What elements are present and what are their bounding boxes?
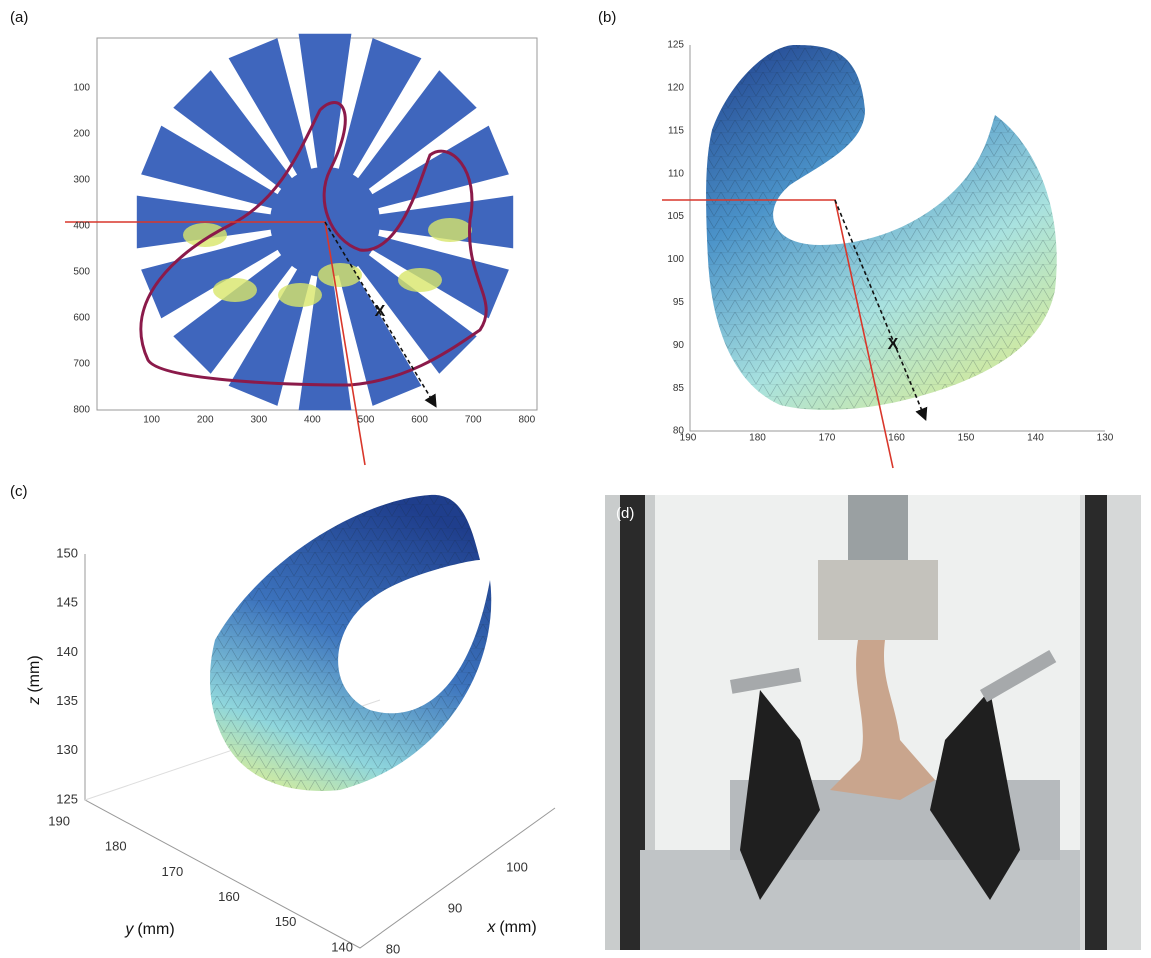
tick-label: 130 bbox=[1097, 433, 1114, 444]
tick-label: 170 bbox=[819, 433, 836, 444]
axis-unit: (mm) bbox=[499, 919, 536, 936]
tick-label: 200 bbox=[73, 129, 90, 140]
marker: X bbox=[375, 303, 386, 320]
mesh-grid bbox=[210, 495, 491, 791]
tick-label: 300 bbox=[250, 415, 267, 426]
axis-var: z bbox=[26, 697, 43, 706]
hot-spot bbox=[398, 268, 442, 292]
hot-spot bbox=[318, 263, 362, 287]
tick-label: 300 bbox=[73, 175, 90, 186]
tick-label: 140 bbox=[331, 939, 353, 954]
tick-label: 115 bbox=[668, 125, 684, 136]
figure: (a) X (b) X (c) z(mm) y(mm) x(mm) (d) 10… bbox=[0, 0, 1151, 958]
axis-title: z (mm) bbox=[26, 655, 43, 705]
mesh-grid bbox=[706, 45, 1057, 410]
tick-label: 150 bbox=[958, 433, 975, 444]
tick-label: 85 bbox=[673, 383, 685, 394]
hot-spot bbox=[278, 283, 322, 307]
tick-label: 100 bbox=[506, 859, 528, 874]
panel-label: (c) bbox=[10, 483, 28, 500]
tick-label: 180 bbox=[749, 433, 766, 444]
tick-label: 100 bbox=[143, 415, 160, 426]
axis-unit: (mm) bbox=[26, 655, 43, 692]
tick-label: 140 bbox=[1027, 433, 1044, 444]
tick-label: 130 bbox=[56, 742, 78, 757]
tick-label: 100 bbox=[667, 254, 684, 265]
tick-label: 800 bbox=[518, 415, 535, 426]
tick-label: 125 bbox=[667, 40, 684, 51]
tick-label: 100 bbox=[73, 83, 90, 94]
hot-spot bbox=[183, 223, 227, 247]
tick-label: 90 bbox=[673, 340, 685, 351]
axis-var: y bbox=[124, 921, 134, 938]
panel-label: (b) bbox=[598, 9, 616, 26]
tick-label: 700 bbox=[465, 415, 482, 426]
tick-label: 150 bbox=[56, 545, 78, 560]
axis-title: y(mm) bbox=[124, 921, 174, 938]
tick-label: 140 bbox=[56, 644, 78, 659]
axis-title: x(mm) bbox=[486, 919, 536, 936]
marker: X bbox=[888, 336, 899, 353]
panel-label: (a) bbox=[10, 9, 28, 26]
tick-label: 500 bbox=[73, 267, 90, 278]
photo bbox=[605, 495, 1141, 950]
tick-label: 200 bbox=[197, 415, 214, 426]
tick-label: 400 bbox=[73, 221, 90, 232]
tick-label: 170 bbox=[161, 864, 183, 879]
tick-label: 80 bbox=[386, 941, 400, 956]
panel-label: (d) bbox=[616, 505, 634, 522]
tick-label: 500 bbox=[358, 415, 375, 426]
tick-label: 135 bbox=[56, 693, 78, 708]
axis-var: x bbox=[486, 919, 496, 936]
tick-label: 110 bbox=[668, 168, 684, 179]
tick-label: 145 bbox=[56, 595, 78, 610]
tick-label: 400 bbox=[304, 415, 321, 426]
tick-label: 150 bbox=[275, 914, 297, 929]
tick-label: 600 bbox=[73, 313, 90, 324]
tick-label: 95 bbox=[673, 297, 685, 308]
tick-label: 700 bbox=[73, 359, 90, 370]
tick-label: 120 bbox=[667, 83, 684, 94]
tick-label: 190 bbox=[48, 813, 70, 828]
axis-unit: (mm) bbox=[137, 921, 174, 938]
tick-label: 180 bbox=[105, 839, 127, 854]
tick-label: 90 bbox=[448, 900, 462, 915]
tick-label: 800 bbox=[73, 405, 90, 416]
hot-spot bbox=[213, 278, 257, 302]
tick-label: 160 bbox=[888, 433, 905, 444]
tick-label: 105 bbox=[667, 211, 684, 222]
tick-label: 80 bbox=[673, 426, 685, 437]
tick-label: 125 bbox=[56, 791, 78, 806]
hot-spot bbox=[428, 218, 472, 242]
tick-label: 600 bbox=[411, 415, 428, 426]
tick-label: 160 bbox=[218, 889, 240, 904]
